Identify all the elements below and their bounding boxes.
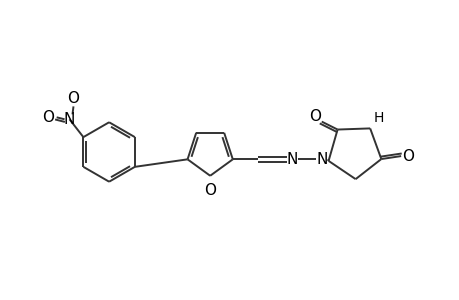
Text: O: O — [42, 110, 54, 125]
Text: N: N — [64, 112, 75, 127]
Text: N: N — [286, 152, 297, 167]
Text: O: O — [308, 109, 320, 124]
Text: O: O — [401, 148, 413, 164]
Text: H: H — [372, 112, 383, 125]
Text: O: O — [67, 91, 79, 106]
Text: N: N — [316, 152, 327, 167]
Text: O: O — [204, 183, 216, 198]
